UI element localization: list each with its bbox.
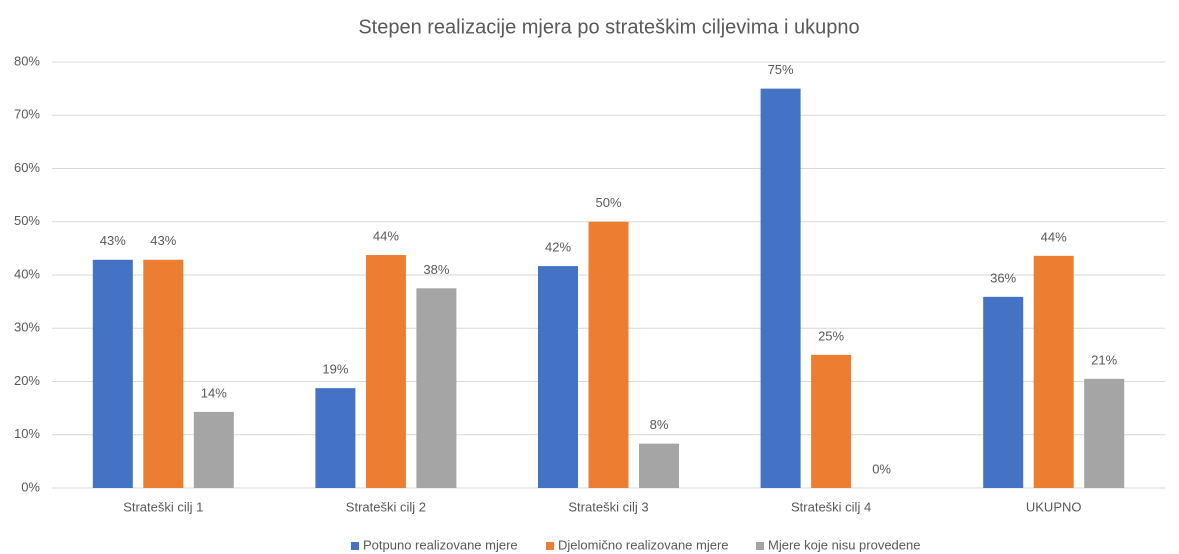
y-tick-label: 20%: [14, 373, 40, 388]
y-tick-label: 70%: [14, 107, 40, 122]
data-label: 36%: [990, 270, 1016, 285]
x-tick-label: UKUPNO: [1026, 499, 1082, 514]
bar: [315, 388, 356, 488]
data-label: 44%: [373, 228, 399, 243]
bar: [588, 221, 629, 488]
data-label: 43%: [100, 233, 126, 248]
bar: [1084, 378, 1125, 488]
bar: [811, 354, 852, 488]
chart-title: Stepen realizacije mjera po strateškim c…: [358, 16, 859, 38]
data-label: 21%: [1091, 352, 1117, 367]
bar: [639, 443, 679, 488]
y-tick-label: 30%: [14, 320, 40, 335]
data-label: 8%: [650, 417, 669, 432]
y-tick-label: 0%: [21, 479, 40, 494]
legend-label: Djelomično realizovane mjere: [558, 537, 729, 552]
data-label: 25%: [818, 328, 844, 343]
x-tick-label: Strateški cilj 3: [568, 499, 648, 514]
data-label: 44%: [1041, 229, 1067, 244]
legend-swatch: [756, 542, 764, 550]
data-label: 38%: [423, 262, 449, 277]
legend-swatch: [546, 542, 554, 550]
bar: [143, 259, 184, 488]
y-tick-label: 60%: [14, 160, 40, 175]
data-label: 42%: [545, 240, 571, 255]
y-tick-label: 50%: [14, 213, 40, 228]
data-label: 19%: [322, 362, 348, 377]
bar: [193, 411, 234, 488]
bar: [760, 88, 801, 488]
x-tick-label: Strateški cilj 1: [123, 499, 203, 514]
y-tick-label: 80%: [14, 53, 40, 68]
data-label: 0%: [872, 461, 891, 476]
bar: [1033, 255, 1074, 488]
data-label: 43%: [150, 233, 176, 248]
data-label: 75%: [768, 62, 794, 77]
x-tick-label: Strateški cilj 2: [346, 499, 426, 514]
bar: [538, 266, 578, 488]
legend-label: Mjere koje nisu provedene: [768, 537, 920, 552]
data-label: 14%: [201, 385, 227, 400]
x-tick-label: Strateški cilj 4: [791, 499, 871, 514]
y-tick-label: 40%: [14, 266, 40, 281]
legend-swatch: [351, 542, 359, 550]
bar: [365, 255, 406, 488]
legend-label: Potpuno realizovane mjere: [363, 537, 518, 552]
y-tick-label: 10%: [14, 426, 40, 441]
bar: [983, 296, 1024, 488]
bar: [416, 288, 457, 488]
data-label: 50%: [595, 195, 621, 210]
bar: [92, 259, 133, 488]
